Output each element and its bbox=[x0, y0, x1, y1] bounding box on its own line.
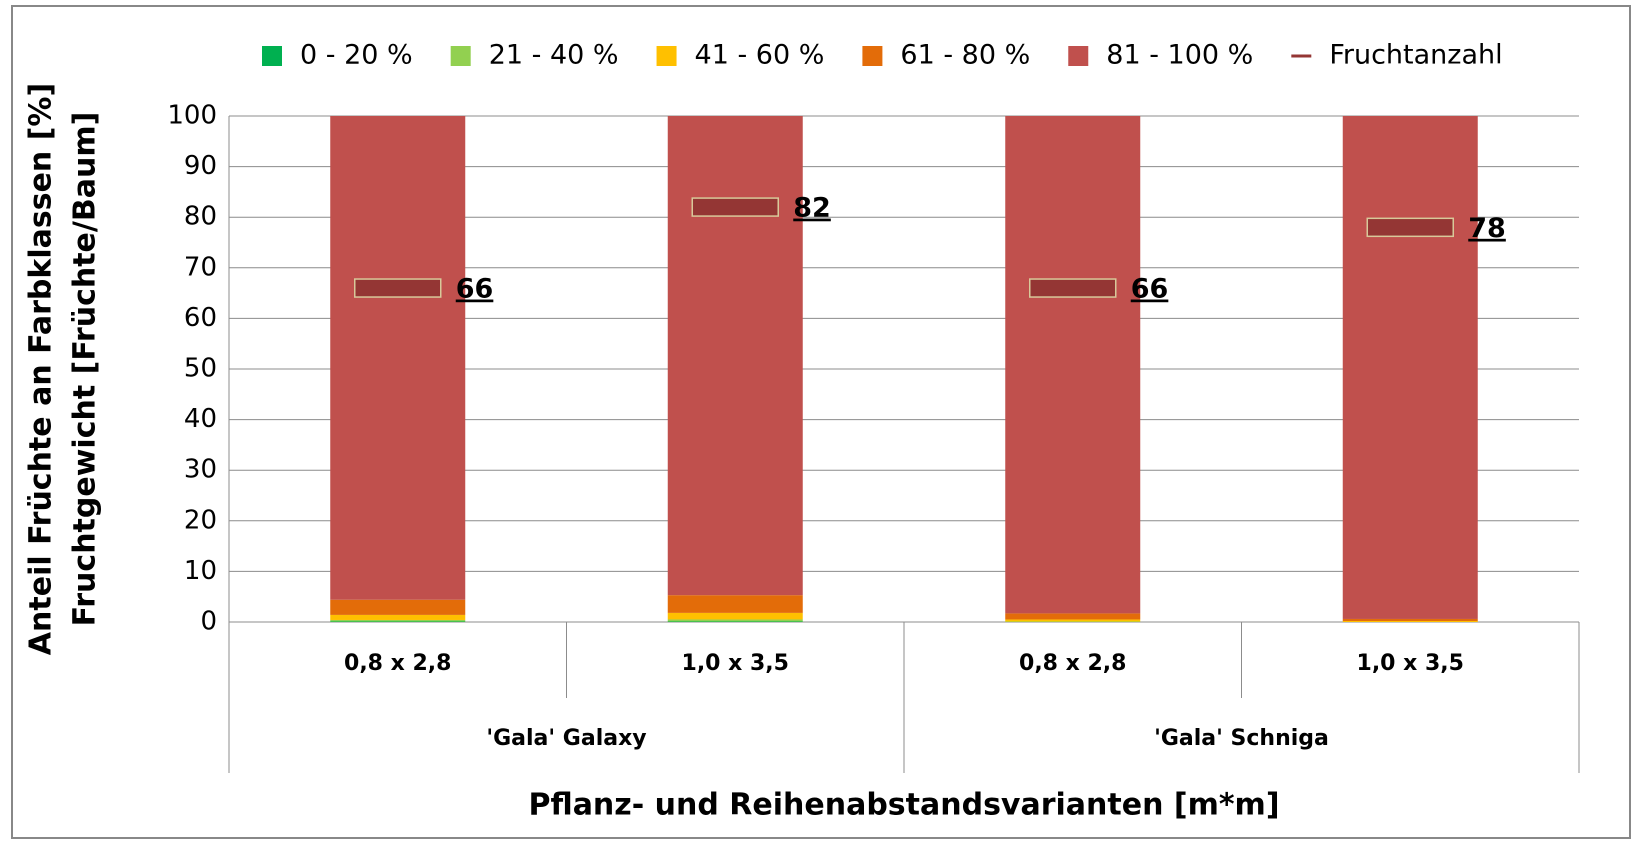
bar-segment bbox=[667, 595, 803, 613]
legend-label: 81 - 100 % bbox=[1106, 40, 1253, 71]
y-tick-label: 40 bbox=[184, 404, 217, 434]
bar-segment bbox=[1342, 618, 1478, 621]
y-tick-label: 90 bbox=[184, 151, 217, 181]
legend-swatch bbox=[450, 46, 471, 66]
legend-label: 21 - 40 % bbox=[489, 40, 619, 71]
bar-segment bbox=[330, 621, 466, 622]
bar-segment bbox=[1342, 116, 1478, 619]
bar-segment bbox=[667, 116, 803, 596]
data-label: 66 bbox=[456, 274, 494, 305]
bar-segment bbox=[330, 619, 466, 622]
y-tick-label: 70 bbox=[184, 252, 217, 282]
y-tick-label: 10 bbox=[184, 556, 217, 586]
y-tick-label: 20 bbox=[184, 505, 217, 535]
line-marker bbox=[1366, 217, 1454, 238]
legend-swatch bbox=[262, 46, 282, 66]
y-tick-label: 30 bbox=[184, 455, 217, 485]
x-group-label: 'Gala' Galaxy bbox=[486, 726, 646, 751]
y-axis-title: Anteil Früchte an Farbklassen [%] bbox=[24, 83, 59, 655]
x-tick-label: 1,0 x 3,5 bbox=[1357, 651, 1464, 676]
legend-label: 41 - 60 % bbox=[695, 40, 825, 71]
bar-segment bbox=[330, 614, 466, 620]
bar-segment bbox=[667, 612, 803, 620]
bar-segment bbox=[667, 621, 803, 622]
x-axis-title: Pflanz- und Reihenabstandsvarianten [m*m… bbox=[528, 788, 1279, 823]
bar-segment bbox=[330, 116, 466, 600]
legend-swatch bbox=[862, 46, 883, 66]
legend-label: Fruchtanzahl bbox=[1329, 40, 1502, 71]
bar-segment bbox=[1342, 620, 1478, 622]
bar-segment bbox=[1005, 116, 1141, 614]
y-tick-label: 0 bbox=[200, 607, 217, 637]
legend-swatch bbox=[656, 46, 677, 66]
line-marker bbox=[691, 197, 779, 217]
x-group-label: 'Gala' Schniga bbox=[1154, 726, 1329, 751]
x-tick-label: 1,0 x 3,5 bbox=[682, 651, 789, 676]
bar-segment bbox=[1005, 613, 1141, 620]
x-tick-label: 0,8 x 2,8 bbox=[344, 651, 451, 676]
legend-label: 0 - 20 % bbox=[300, 40, 413, 71]
data-label: 66 bbox=[1131, 274, 1169, 305]
legend-label: 61 - 80 % bbox=[900, 40, 1030, 71]
y-tick-label: 60 bbox=[184, 303, 217, 333]
line-marker bbox=[1029, 278, 1117, 298]
y-tick-label: 50 bbox=[184, 354, 217, 384]
y2-axis-title: Fruchtgewicht [Früchte/Baum] bbox=[68, 112, 103, 627]
y-tick-label: 100 bbox=[167, 101, 217, 131]
line-marker bbox=[354, 278, 442, 298]
x-tick-label: 0,8 x 2,8 bbox=[1019, 651, 1126, 676]
bar-segment bbox=[667, 619, 803, 622]
legend-swatch bbox=[1068, 46, 1089, 66]
bar-segment bbox=[330, 599, 466, 615]
bar-segment bbox=[1005, 619, 1141, 622]
y-tick-label: 80 bbox=[184, 202, 217, 232]
bar-segment bbox=[1005, 621, 1141, 622]
data-label: 78 bbox=[1468, 213, 1506, 244]
data-label: 82 bbox=[793, 193, 831, 224]
